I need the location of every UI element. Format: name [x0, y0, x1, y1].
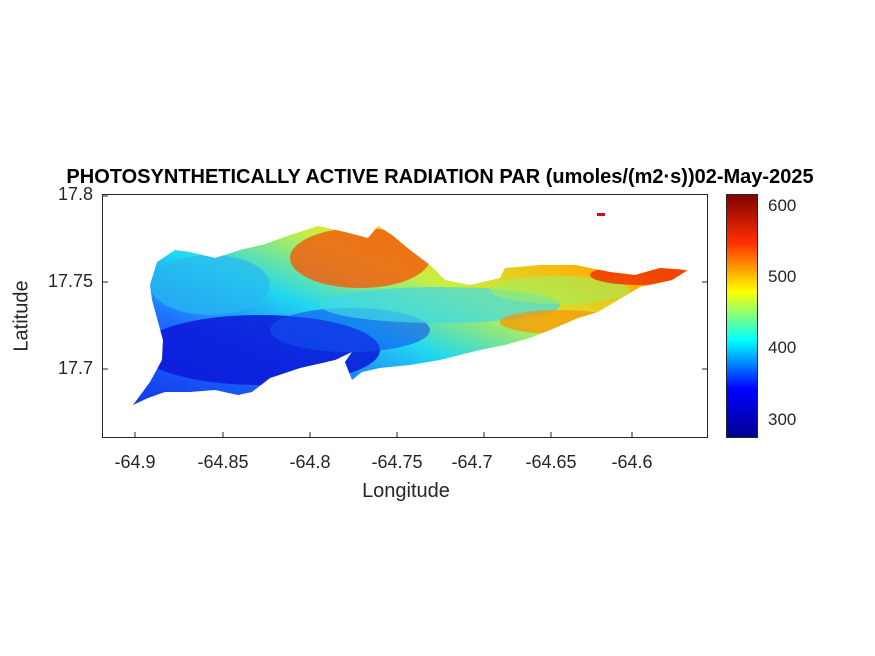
colorbar-tick-label: 300: [768, 410, 797, 429]
x-tick-label: -64.7: [451, 452, 493, 472]
x-tick-label: -64.6: [611, 452, 653, 472]
x-tick-label: -64.65: [525, 452, 577, 472]
colorbar: [726, 194, 758, 438]
x-tick-label: -64.75: [371, 452, 423, 472]
x-tick-label: -64.9: [114, 452, 156, 472]
colorbar-tick-label: 600: [768, 196, 797, 215]
colorbar-tick-label: 400: [768, 338, 797, 357]
chart-title: PHOTOSYNTHETICALLY ACTIVE RADIATION PAR …: [66, 166, 814, 188]
y-axis-label: Latitude: [10, 280, 33, 352]
y-tick-label: 17.7: [57, 358, 93, 378]
axis-ticks: [102, 195, 708, 438]
colorbar-frame: [726, 194, 758, 438]
x-tick-label: -64.8: [289, 452, 331, 472]
x-tick-label: -64.85: [197, 452, 249, 472]
colorbar-tick-label: 500: [768, 267, 797, 286]
par-field: [133, 226, 688, 405]
islet-marker: [597, 213, 605, 216]
y-tick-label: 17.8: [57, 184, 93, 204]
y-tick-label: 17.75: [47, 271, 93, 291]
x-axis-label: Longitude: [362, 480, 450, 502]
